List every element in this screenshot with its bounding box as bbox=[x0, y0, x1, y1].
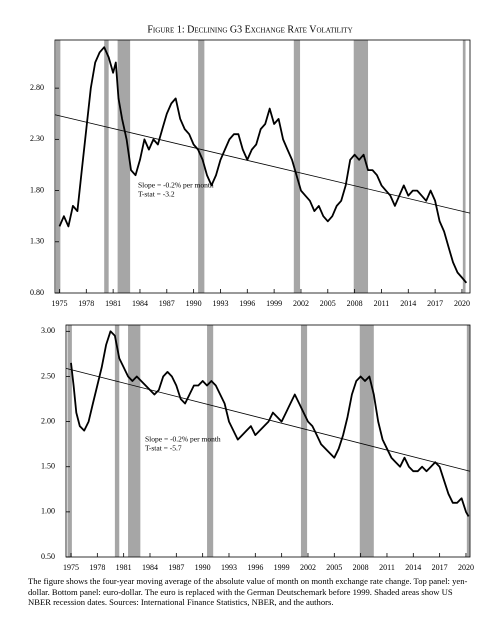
y-tick-label: 1.00 bbox=[41, 507, 55, 516]
y-tick-label: 2.50 bbox=[41, 371, 55, 380]
x-tick-label: 1978 bbox=[89, 563, 105, 572]
x-tick-label: 2008 bbox=[347, 299, 363, 308]
x-tick-label: 2017 bbox=[432, 563, 448, 572]
x-tick-label: 1978 bbox=[78, 299, 94, 308]
y-tick-label: 1.80 bbox=[30, 185, 44, 194]
recession-band bbox=[67, 325, 72, 557]
x-tick-label: 2020 bbox=[458, 563, 474, 572]
recession-band bbox=[359, 325, 374, 557]
x-tick-label: 2008 bbox=[353, 563, 369, 572]
annotation: T-stat = -5.7 bbox=[145, 444, 182, 453]
x-tick-label: 2020 bbox=[454, 299, 470, 308]
annotation: T-stat = -3.2 bbox=[138, 190, 175, 199]
x-tick-label: 1993 bbox=[221, 563, 237, 572]
x-tick-label: 1975 bbox=[51, 299, 67, 308]
y-tick-label: 2.30 bbox=[30, 134, 44, 143]
caption: The figure shows the four-year moving av… bbox=[28, 576, 468, 607]
recession-band bbox=[128, 325, 141, 557]
recession-band bbox=[114, 325, 120, 557]
y-tick-label: 2.80 bbox=[30, 83, 44, 92]
x-tick-label: 2011 bbox=[379, 563, 395, 572]
x-tick-label: 1999 bbox=[274, 563, 290, 572]
x-tick-label: 1987 bbox=[159, 299, 175, 308]
x-tick-label: 1987 bbox=[168, 563, 184, 572]
x-tick-label: 2002 bbox=[300, 563, 316, 572]
x-tick-label: 1999 bbox=[266, 299, 282, 308]
x-tick-label: 2014 bbox=[405, 563, 421, 572]
data-line bbox=[70, 330, 470, 517]
y-tick-label: 0.80 bbox=[30, 288, 44, 297]
plot-frame bbox=[65, 324, 471, 558]
data-line bbox=[58, 46, 468, 284]
y-tick-label: 1.50 bbox=[41, 462, 55, 471]
x-tick-label: 2011 bbox=[374, 299, 390, 308]
y-tick-label: 2.00 bbox=[41, 416, 55, 425]
x-tick-label: 1984 bbox=[132, 299, 148, 308]
x-tick-label: 2017 bbox=[427, 299, 443, 308]
recession-band bbox=[55, 40, 61, 293]
annotation: Slope = -0.2% per month bbox=[138, 181, 214, 190]
annotation: Slope = -0.2% per month bbox=[145, 435, 221, 444]
x-tick-label: 1993 bbox=[212, 299, 228, 308]
recession-band bbox=[198, 40, 205, 293]
x-tick-label: 1984 bbox=[142, 563, 158, 572]
trend-line bbox=[54, 114, 471, 214]
recession-band bbox=[353, 40, 369, 293]
x-tick-label: 1996 bbox=[247, 563, 263, 572]
x-tick-label: 2014 bbox=[400, 299, 416, 308]
y-tick-label: 1.30 bbox=[30, 237, 44, 246]
chart-title: Figure 1: Declining G3 Exchange Rate Vol… bbox=[147, 24, 352, 35]
x-tick-label: 1990 bbox=[195, 563, 211, 572]
y-tick-label: 0.50 bbox=[41, 552, 55, 561]
x-tick-label: 2005 bbox=[326, 563, 342, 572]
x-tick-label: 1996 bbox=[239, 299, 255, 308]
x-tick-label: 2002 bbox=[293, 299, 309, 308]
trend-line bbox=[65, 367, 471, 472]
recession-band bbox=[207, 325, 214, 557]
recession-band bbox=[293, 40, 301, 293]
plot-frame bbox=[54, 39, 471, 294]
recession-band bbox=[462, 40, 466, 293]
x-tick-label: 1981 bbox=[105, 299, 121, 308]
x-tick-label: 1975 bbox=[63, 563, 79, 572]
recession-band bbox=[466, 325, 470, 557]
x-tick-label: 1990 bbox=[186, 299, 202, 308]
recession-band bbox=[117, 40, 131, 293]
x-tick-label: 1981 bbox=[116, 563, 132, 572]
recession-band bbox=[300, 325, 308, 557]
x-tick-label: 2005 bbox=[320, 299, 336, 308]
recession-band bbox=[104, 40, 109, 293]
y-tick-label: 3.00 bbox=[41, 326, 55, 335]
chart: Figure 1: Declining G3 Exchange Rate Vol… bbox=[30, 24, 474, 572]
